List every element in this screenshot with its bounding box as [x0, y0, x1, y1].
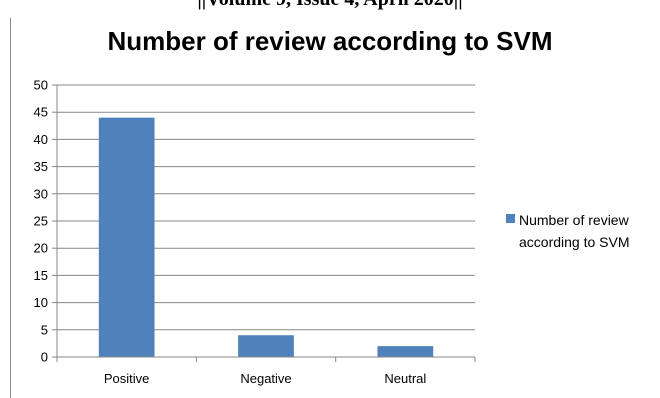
y-tick-label: 0	[41, 350, 48, 365]
x-tick-label: Negative	[240, 371, 291, 386]
chart-frame	[10, 18, 660, 398]
legend-swatch	[506, 214, 515, 223]
y-tick-label: 25	[34, 214, 48, 229]
bar-positive	[98, 117, 155, 357]
x-tick-label: Neutral	[384, 371, 426, 386]
legend-label-line-1: Number of review	[519, 212, 630, 228]
legend-label-line-2: according to SVM	[519, 234, 630, 250]
y-tick-label: 40	[34, 132, 48, 147]
x-tick-label: Positive	[104, 371, 150, 386]
y-tick-label: 10	[34, 295, 48, 310]
y-tick-labels: 0 5 10 15 20 25 30 35 40 45 50	[34, 78, 48, 365]
y-tick-label: 45	[34, 105, 48, 120]
page-header-strip: ||Volume 9, Issue 4, April 2020||	[0, 0, 660, 11]
legend: Number of review according to SVM	[506, 212, 630, 250]
y-tick-label: 30	[34, 186, 48, 201]
y-tick-label: 15	[34, 268, 48, 283]
bar-negative	[238, 335, 294, 357]
chart-title: Number of review according to SVM	[107, 26, 553, 56]
x-tick-labels: Positive Negative Neutral	[104, 371, 426, 386]
y-tick-label: 35	[34, 159, 48, 174]
bars	[98, 117, 434, 357]
y-tick-label: 20	[34, 241, 48, 256]
y-tick-label: 50	[34, 78, 48, 93]
bar-neutral	[377, 346, 434, 357]
y-tick-label: 5	[41, 322, 48, 337]
axes	[56, 85, 476, 362]
